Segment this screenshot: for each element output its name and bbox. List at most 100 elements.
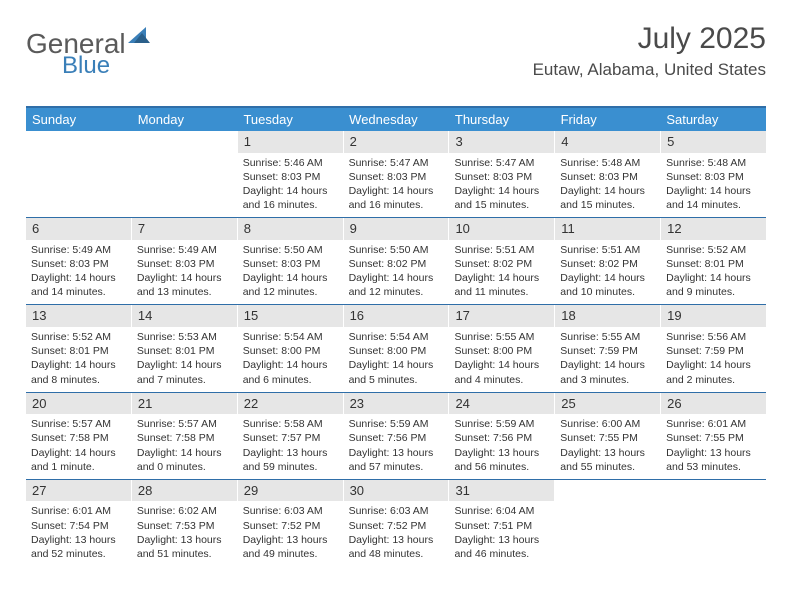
day-body: Sunrise: 5:47 AMSunset: 8:03 PMDaylight:… — [344, 153, 449, 218]
logo: General Blue — [26, 28, 150, 60]
sunrise-line: Sunrise: 5:51 AM — [454, 243, 549, 257]
sunrise-line: Sunrise: 5:46 AM — [243, 156, 338, 170]
day-body: Sunrise: 5:48 AMSunset: 8:03 PMDaylight:… — [661, 153, 766, 218]
daylight-line: Daylight: 14 hours and 6 minutes. — [243, 358, 338, 386]
sunrise-line: Sunrise: 5:47 AM — [454, 156, 549, 170]
day-cell: 25Sunrise: 6:00 AMSunset: 7:55 PMDayligh… — [554, 393, 660, 479]
daylight-line: Daylight: 14 hours and 15 minutes. — [454, 184, 549, 212]
daylight-line: Daylight: 14 hours and 16 minutes. — [243, 184, 338, 212]
sunrise-line: Sunrise: 5:54 AM — [243, 330, 338, 344]
sunrise-line: Sunrise: 5:48 AM — [666, 156, 761, 170]
day-number: 10 — [449, 218, 554, 240]
daylight-line: Daylight: 14 hours and 8 minutes. — [31, 358, 126, 386]
day-cell: 12Sunrise: 5:52 AMSunset: 8:01 PMDayligh… — [660, 218, 766, 304]
day-body: Sunrise: 5:55 AMSunset: 8:00 PMDaylight:… — [449, 327, 554, 392]
day-cell: 6Sunrise: 5:49 AMSunset: 8:03 PMDaylight… — [26, 218, 131, 304]
day-body: Sunrise: 5:57 AMSunset: 7:58 PMDaylight:… — [26, 414, 131, 479]
day-cell: 2Sunrise: 5:47 AMSunset: 8:03 PMDaylight… — [343, 131, 449, 217]
day-number — [661, 480, 766, 502]
daylight-line: Daylight: 14 hours and 15 minutes. — [560, 184, 655, 212]
day-number: 20 — [26, 393, 131, 415]
day-cell: 29Sunrise: 6:03 AMSunset: 7:52 PMDayligh… — [237, 480, 343, 566]
day-cell: 26Sunrise: 6:01 AMSunset: 7:55 PMDayligh… — [660, 393, 766, 479]
daylight-line: Daylight: 13 hours and 59 minutes. — [243, 446, 338, 474]
day-number: 5 — [661, 131, 766, 153]
sunrise-line: Sunrise: 5:59 AM — [454, 417, 549, 431]
sunrise-line: Sunrise: 5:59 AM — [349, 417, 444, 431]
sunset-line: Sunset: 8:02 PM — [454, 257, 549, 271]
daylight-line: Daylight: 13 hours and 53 minutes. — [666, 446, 761, 474]
dayname-row: SundayMondayTuesdayWednesdayThursdayFrid… — [26, 108, 766, 131]
day-body: Sunrise: 6:01 AMSunset: 7:55 PMDaylight:… — [661, 414, 766, 479]
weeks-container: 1Sunrise: 5:46 AMSunset: 8:03 PMDaylight… — [26, 131, 766, 566]
day-number: 23 — [344, 393, 449, 415]
empty-cell — [554, 480, 660, 566]
header-right: July 2025 Eutaw, Alabama, United States — [533, 22, 766, 80]
day-number: 18 — [555, 305, 660, 327]
day-cell: 28Sunrise: 6:02 AMSunset: 7:53 PMDayligh… — [131, 480, 237, 566]
sunrise-line: Sunrise: 6:01 AM — [31, 504, 126, 518]
day-cell: 27Sunrise: 6:01 AMSunset: 7:54 PMDayligh… — [26, 480, 131, 566]
day-number: 8 — [238, 218, 343, 240]
day-cell: 16Sunrise: 5:54 AMSunset: 8:00 PMDayligh… — [343, 305, 449, 391]
day-cell: 13Sunrise: 5:52 AMSunset: 8:01 PMDayligh… — [26, 305, 131, 391]
sunrise-line: Sunrise: 5:49 AM — [137, 243, 232, 257]
location: Eutaw, Alabama, United States — [533, 60, 766, 80]
month-title: July 2025 — [533, 22, 766, 56]
sunset-line: Sunset: 7:58 PM — [31, 431, 126, 445]
sunset-line: Sunset: 8:00 PM — [243, 344, 338, 358]
day-cell: 11Sunrise: 5:51 AMSunset: 8:02 PMDayligh… — [554, 218, 660, 304]
day-cell: 3Sunrise: 5:47 AMSunset: 8:03 PMDaylight… — [448, 131, 554, 217]
day-number: 13 — [26, 305, 131, 327]
sunset-line: Sunset: 7:54 PM — [31, 519, 126, 533]
daylight-line: Daylight: 14 hours and 4 minutes. — [454, 358, 549, 386]
sunset-line: Sunset: 8:03 PM — [137, 257, 232, 271]
dayname-thursday: Thursday — [449, 108, 555, 131]
empty-cell — [131, 131, 237, 217]
sunrise-line: Sunrise: 5:49 AM — [31, 243, 126, 257]
day-number — [132, 131, 237, 153]
sunset-line: Sunset: 7:59 PM — [666, 344, 761, 358]
daylight-line: Daylight: 14 hours and 3 minutes. — [560, 358, 655, 386]
day-cell: 15Sunrise: 5:54 AMSunset: 8:00 PMDayligh… — [237, 305, 343, 391]
sunrise-line: Sunrise: 5:57 AM — [31, 417, 126, 431]
day-number: 16 — [344, 305, 449, 327]
daylight-line: Daylight: 14 hours and 5 minutes. — [349, 358, 444, 386]
sunset-line: Sunset: 8:03 PM — [560, 170, 655, 184]
sunrise-line: Sunrise: 5:48 AM — [560, 156, 655, 170]
day-cell: 8Sunrise: 5:50 AMSunset: 8:03 PMDaylight… — [237, 218, 343, 304]
daylight-line: Daylight: 13 hours and 48 minutes. — [349, 533, 444, 561]
sunrise-line: Sunrise: 5:57 AM — [137, 417, 232, 431]
dayname-sunday: Sunday — [26, 108, 132, 131]
sunset-line: Sunset: 7:53 PM — [137, 519, 232, 533]
day-number: 7 — [132, 218, 237, 240]
day-body: Sunrise: 6:01 AMSunset: 7:54 PMDaylight:… — [26, 501, 131, 566]
dayname-wednesday: Wednesday — [343, 108, 449, 131]
day-number: 6 — [26, 218, 131, 240]
daylight-line: Daylight: 14 hours and 13 minutes. — [137, 271, 232, 299]
sunrise-line: Sunrise: 6:03 AM — [243, 504, 338, 518]
day-body: Sunrise: 5:59 AMSunset: 7:56 PMDaylight:… — [449, 414, 554, 479]
dayname-friday: Friday — [555, 108, 661, 131]
logo-triangle-icon — [128, 27, 150, 43]
sunrise-line: Sunrise: 5:52 AM — [31, 330, 126, 344]
week-row: 1Sunrise: 5:46 AMSunset: 8:03 PMDaylight… — [26, 131, 766, 217]
sunset-line: Sunset: 7:51 PM — [454, 519, 549, 533]
day-body: Sunrise: 5:50 AMSunset: 8:03 PMDaylight:… — [238, 240, 343, 305]
day-body: Sunrise: 5:56 AMSunset: 7:59 PMDaylight:… — [661, 327, 766, 392]
sunset-line: Sunset: 8:01 PM — [666, 257, 761, 271]
daylight-line: Daylight: 13 hours and 55 minutes. — [560, 446, 655, 474]
day-cell: 23Sunrise: 5:59 AMSunset: 7:56 PMDayligh… — [343, 393, 449, 479]
day-number: 27 — [26, 480, 131, 502]
day-number — [26, 131, 131, 153]
day-number: 29 — [238, 480, 343, 502]
day-body: Sunrise: 6:00 AMSunset: 7:55 PMDaylight:… — [555, 414, 660, 479]
sunrise-line: Sunrise: 5:54 AM — [349, 330, 444, 344]
day-body: Sunrise: 5:49 AMSunset: 8:03 PMDaylight:… — [26, 240, 131, 305]
day-body: Sunrise: 6:03 AMSunset: 7:52 PMDaylight:… — [344, 501, 449, 566]
day-number: 28 — [132, 480, 237, 502]
sunset-line: Sunset: 8:03 PM — [666, 170, 761, 184]
day-body: Sunrise: 5:51 AMSunset: 8:02 PMDaylight:… — [449, 240, 554, 305]
daylight-line: Daylight: 14 hours and 1 minute. — [31, 446, 126, 474]
sunset-line: Sunset: 8:03 PM — [454, 170, 549, 184]
